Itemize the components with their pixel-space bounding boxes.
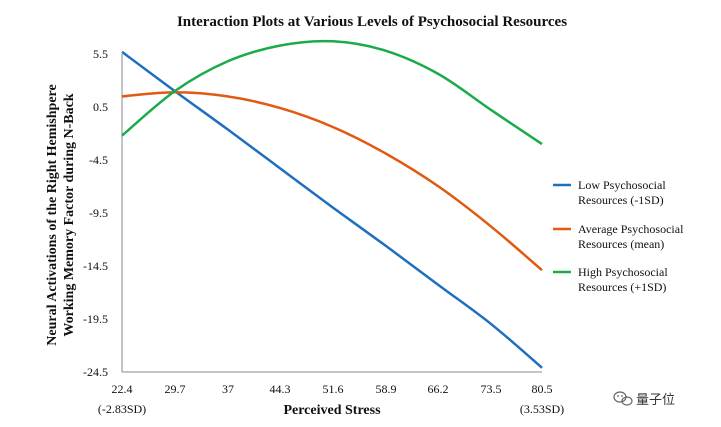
x-axis-title: Perceived Stress bbox=[283, 403, 381, 418]
y-tick-label: -4.5 bbox=[89, 153, 108, 167]
x-tick-label: 80.5 bbox=[532, 382, 553, 396]
x-tick-label: 66.2 bbox=[428, 382, 449, 396]
legend: Low Psychosocial Resources (-1SD) Averag… bbox=[553, 178, 684, 294]
x-tick-label: 73.5 bbox=[481, 382, 502, 396]
x-tick-label: 44.3 bbox=[270, 382, 291, 396]
x-tick-label: 51.6 bbox=[323, 382, 344, 396]
chart-title: Interaction Plots at Various Levels of P… bbox=[177, 14, 567, 30]
x-tick-label: 37 bbox=[222, 382, 234, 396]
x-tick-labels: 22.4 29.7 37 44.3 51.6 58.9 66.2 73.5 80… bbox=[112, 382, 553, 396]
y-tick-label: -14.5 bbox=[83, 259, 108, 273]
legend-item-low: Low Psychosocial Resources (-1SD) bbox=[553, 178, 666, 207]
legend-label-line: Resources (mean) bbox=[578, 237, 664, 251]
y-tick-label: -19.5 bbox=[83, 312, 108, 326]
y-tick-label: -24.5 bbox=[83, 365, 108, 379]
y-tick-labels: 5.5 0.5 -4.5 -9.5 -14.5 -19.5 -24.5 bbox=[83, 47, 108, 379]
series-lines bbox=[121, 39, 543, 369]
y-tick-label: 0.5 bbox=[93, 100, 108, 114]
legend-label-line: Low Psychosocial bbox=[578, 178, 666, 192]
series-line-average bbox=[121, 90, 543, 272]
x-tick-label: 29.7 bbox=[165, 382, 186, 396]
legend-label-line: Resources (-1SD) bbox=[578, 193, 664, 207]
series-line-high bbox=[121, 39, 543, 146]
legend-label-line: Average Psychosocial bbox=[578, 222, 684, 236]
legend-label-line: Resources (+1SD) bbox=[578, 280, 666, 294]
x-subtick-right: (3.53SD) bbox=[520, 402, 564, 416]
wechat-icon bbox=[613, 391, 633, 406]
legend-item-average: Average Psychosocial Resources (mean) bbox=[553, 222, 684, 251]
legend-item-high: High Psychosocial Resources (+1SD) bbox=[553, 265, 668, 294]
x-subtick-left: (-2.83SD) bbox=[98, 402, 146, 416]
series-line-low bbox=[121, 50, 543, 369]
x-tick-label: 22.4 bbox=[112, 382, 133, 396]
x-tick-label: 58.9 bbox=[376, 382, 397, 396]
watermark: 量子位 bbox=[613, 391, 675, 408]
y-tick-label: -9.5 bbox=[89, 206, 108, 220]
y-axis-title-line-1: Neural Activations of the Right Hemishpe… bbox=[45, 84, 60, 345]
legend-label-line: High Psychosocial bbox=[578, 265, 668, 279]
y-axis-title-line-2: Working Memory Factor during N-Back bbox=[62, 93, 77, 336]
watermark-text: 量子位 bbox=[636, 393, 675, 408]
y-axis-title: Neural Activations of the Right Hemishpe… bbox=[45, 84, 77, 345]
y-tick-label: 5.5 bbox=[93, 47, 108, 61]
